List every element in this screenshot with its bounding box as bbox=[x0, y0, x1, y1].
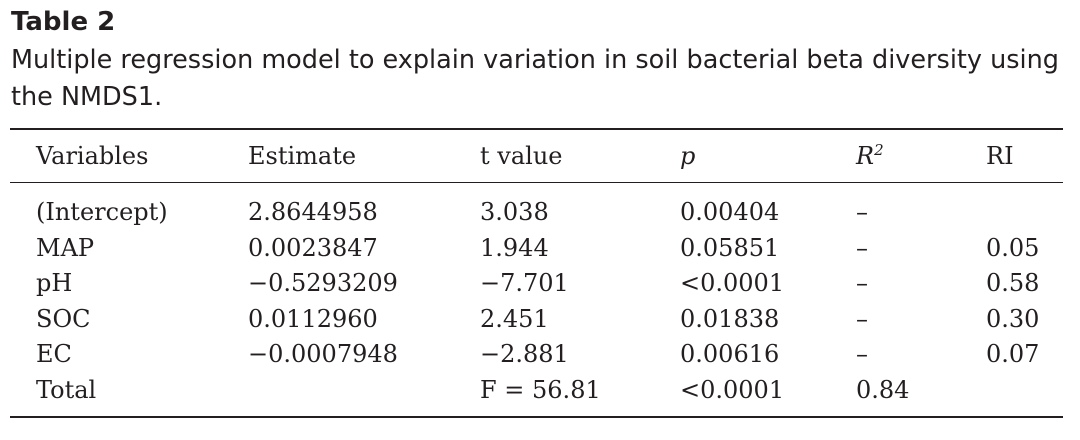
header-variables: Variables bbox=[36, 142, 149, 170]
cell-p: 0.01838 bbox=[680, 304, 780, 333]
cell-estimate: −0.0007948 bbox=[248, 340, 398, 369]
header-p: p bbox=[680, 142, 696, 170]
cell-r2: – bbox=[856, 269, 868, 298]
table-top-rule bbox=[10, 128, 1063, 130]
cell-estimate: 0.0112960 bbox=[248, 304, 378, 333]
cell-t-value: 3.038 bbox=[480, 198, 549, 226]
cell-variable: Total bbox=[36, 375, 97, 404]
cell-estimate: 0.0023847 bbox=[248, 233, 378, 262]
table-row: EC −0.0007948 −2.881 0.00616 – 0.07 bbox=[0, 336, 1080, 372]
cell-estimate: −0.5293209 bbox=[248, 269, 398, 298]
cell-t-value: −7.701 bbox=[480, 269, 569, 298]
header-r2-base: R bbox=[856, 142, 875, 170]
cell-p: 0.05851 bbox=[680, 233, 780, 262]
cell-t-value: F = 56.81 bbox=[480, 375, 601, 404]
table-row: (Intercept) 2.8644958 3.038 0.00404 – bbox=[0, 194, 1080, 230]
cell-r2: – bbox=[856, 233, 868, 262]
header-r2-superscript: 2 bbox=[874, 141, 884, 159]
cell-variable: SOC bbox=[36, 304, 91, 333]
cell-p: 0.00404 bbox=[680, 198, 780, 226]
table-row: MAP 0.0023847 1.944 0.05851 – 0.05 bbox=[0, 230, 1080, 266]
cell-variable: (Intercept) bbox=[36, 198, 168, 226]
cell-ri: 0.07 bbox=[986, 340, 1040, 369]
cell-t-value: −2.881 bbox=[480, 340, 569, 369]
table-label: Table 2 bbox=[11, 7, 116, 37]
cell-r2: – bbox=[856, 340, 868, 369]
cell-variable: pH bbox=[36, 269, 73, 298]
cell-p: <0.0001 bbox=[680, 269, 785, 298]
header-r2: R2 bbox=[856, 138, 884, 174]
cell-ri: 0.30 bbox=[986, 304, 1040, 333]
cell-ri: 0.05 bbox=[986, 233, 1040, 262]
header-t-value: t value bbox=[480, 142, 563, 170]
table-header-rule bbox=[10, 182, 1063, 183]
cell-ri: 0.58 bbox=[986, 269, 1040, 298]
cell-r2: 0.84 bbox=[856, 375, 910, 404]
table-body: (Intercept) 2.8644958 3.038 0.00404 – MA… bbox=[0, 194, 1080, 408]
table-row-total: Total F = 56.81 <0.0001 0.84 bbox=[0, 372, 1080, 408]
header-estimate: Estimate bbox=[248, 142, 357, 170]
table-bottom-rule bbox=[10, 416, 1063, 418]
table-header-row: Variables Estimate t value p R2 RI bbox=[0, 138, 1080, 174]
cell-t-value: 1.944 bbox=[480, 233, 549, 262]
table-caption: Multiple regression model to explain var… bbox=[11, 45, 1059, 112]
table-row: SOC 0.0112960 2.451 0.01838 – 0.30 bbox=[0, 301, 1080, 337]
cell-t-value: 2.451 bbox=[480, 304, 549, 333]
cell-p: <0.0001 bbox=[680, 375, 785, 404]
table-row: pH −0.5293209 −7.701 <0.0001 – 0.58 bbox=[0, 265, 1080, 301]
header-ri: RI bbox=[986, 142, 1014, 170]
cell-estimate: 2.8644958 bbox=[248, 198, 378, 226]
cell-variable: EC bbox=[36, 340, 72, 369]
cell-variable: MAP bbox=[36, 233, 95, 262]
cell-r2: – bbox=[856, 304, 868, 333]
cell-p: 0.00616 bbox=[680, 340, 780, 369]
cell-r2: – bbox=[856, 198, 868, 226]
